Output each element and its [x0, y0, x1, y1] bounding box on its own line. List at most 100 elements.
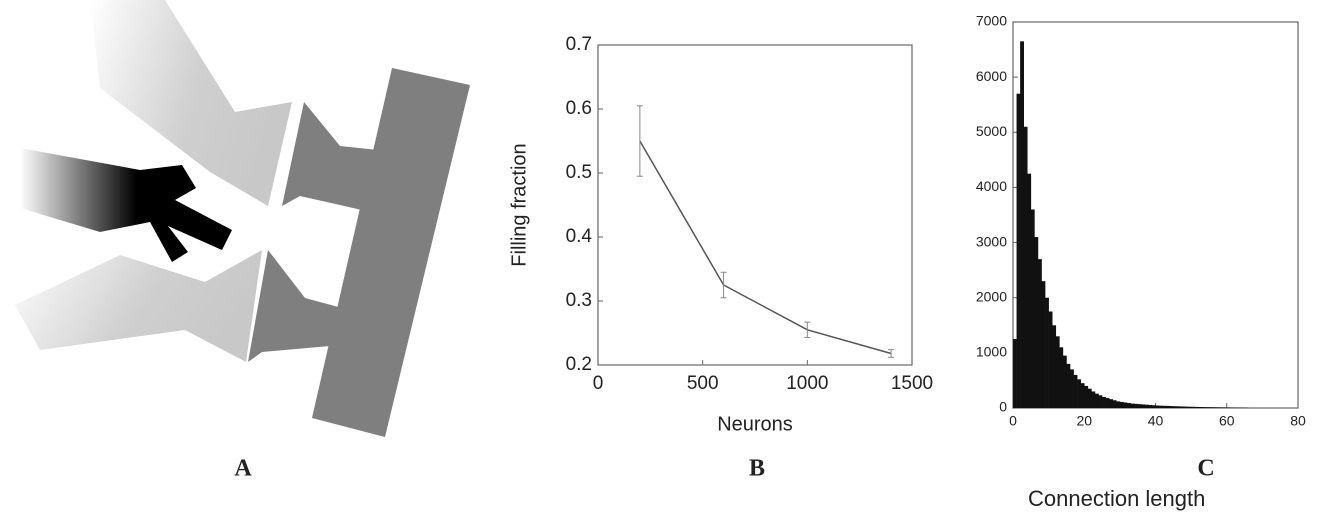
x-tick-label: 0 — [593, 373, 604, 394]
histogram-bar — [1116, 401, 1121, 408]
x-axis-label: Connection length — [1028, 486, 1205, 511]
x-axis-label: Neurons — [717, 413, 793, 435]
y-tick-label: 0.5 — [566, 162, 592, 183]
histogram-bar — [1084, 385, 1089, 408]
x-tick-label: 20 — [1076, 413, 1092, 429]
y-tick-label: 0.3 — [566, 290, 592, 311]
histogram-bar — [1141, 404, 1146, 408]
error-bar — [888, 349, 895, 358]
y-tick-label: 5000 — [976, 123, 1007, 139]
histogram-bar — [1094, 393, 1099, 408]
histogram-bar — [1212, 407, 1217, 408]
histogram-bar — [1020, 41, 1024, 409]
y-tick-label: 0.6 — [566, 98, 592, 119]
y-tick-label: 2000 — [976, 288, 1007, 304]
histogram-bar — [1048, 311, 1053, 408]
x-tick-label: 40 — [1148, 413, 1164, 429]
histogram-bar — [1155, 405, 1160, 408]
histogram-bar — [1173, 406, 1178, 408]
histogram-bar — [1080, 383, 1085, 408]
panel-label: A — [234, 456, 252, 482]
histogram-bar — [1030, 209, 1035, 408]
histogram-bar — [1219, 407, 1224, 408]
y-tick-label: 0.4 — [566, 226, 593, 247]
histogram-bar — [1137, 404, 1142, 408]
histogram-bar — [1070, 369, 1074, 408]
histogram-bar — [1119, 401, 1124, 408]
histogram-bar — [1187, 406, 1192, 408]
error-bar — [720, 271, 727, 299]
histogram-bar — [1112, 400, 1117, 408]
lower-spine — [248, 250, 342, 362]
x-tick-label: 500 — [687, 373, 719, 394]
error-bar — [804, 321, 811, 338]
histogram-bar — [1041, 281, 1046, 408]
upper-arm — [90, 0, 292, 206]
histogram-bar — [1159, 405, 1163, 408]
panel-label: B — [749, 456, 765, 482]
x-tick-label: 60 — [1219, 413, 1235, 429]
histogram-bar — [1091, 391, 1096, 408]
histogram-bar — [1176, 406, 1181, 408]
histogram-bar — [1198, 407, 1203, 408]
histogram-bar — [1073, 374, 1078, 408]
histogram-bar — [1087, 388, 1092, 408]
y-axis-label: Filling fraction — [508, 143, 530, 266]
histogram-bar — [1013, 339, 1017, 408]
histogram-bar — [1037, 259, 1042, 408]
histogram-bar — [1194, 406, 1199, 408]
histogram-bar — [1162, 405, 1167, 408]
histogram-bar — [1226, 407, 1231, 408]
histogram-bar — [1109, 399, 1114, 408]
plot-frame — [597, 44, 913, 366]
histogram-bar — [1062, 355, 1067, 408]
histogram-bar — [1016, 93, 1021, 408]
y-tick-label: 4000 — [976, 178, 1007, 194]
histogram-bar — [1205, 407, 1210, 408]
histogram-bar — [1201, 407, 1206, 408]
histogram-bar — [1055, 336, 1060, 408]
histogram-bar — [1130, 403, 1135, 408]
histogram-bar — [1045, 297, 1049, 408]
histogram-bar — [1127, 403, 1131, 408]
error-bar — [636, 105, 643, 177]
x-tick-label: 1500 — [891, 373, 933, 394]
y-tick-label: 6000 — [976, 68, 1007, 84]
y-tick-label: 3000 — [976, 233, 1007, 249]
histogram-bar — [1105, 398, 1110, 408]
dendrite-bar — [312, 68, 470, 437]
data-line — [639, 140, 892, 355]
x-tick-label: 0 — [1009, 413, 1017, 429]
histogram-bar — [1184, 406, 1188, 408]
y-tick-label: 0.2 — [566, 354, 592, 375]
histogram-bar — [1208, 407, 1213, 408]
upper-spine — [282, 102, 378, 210]
histogram-bar — [1151, 405, 1156, 408]
black-arm — [20, 148, 232, 262]
histogram-bar — [1223, 407, 1228, 408]
histogram-bar — [1166, 405, 1171, 408]
histogram-bar — [1077, 379, 1081, 408]
histogram-bar — [1191, 406, 1195, 408]
histogram-bar — [1148, 404, 1153, 408]
histogram-bar — [1034, 237, 1039, 408]
histogram-bar — [1169, 406, 1174, 408]
histogram-bar — [1098, 395, 1103, 408]
histogram-bar — [1123, 402, 1128, 408]
histogram-bar — [1180, 406, 1185, 408]
histogram-bar — [1023, 126, 1028, 409]
histogram-bar — [1027, 173, 1032, 408]
x-tick-label: 80 — [1290, 413, 1306, 429]
histogram-bar — [1052, 325, 1057, 408]
y-tick-label: 0 — [999, 399, 1007, 415]
y-tick-label: 0.7 — [566, 34, 592, 55]
x-tick-label: 1000 — [786, 373, 828, 394]
y-tick-label: 7000 — [976, 13, 1007, 29]
histogram-bar — [1216, 407, 1220, 408]
histogram-bar — [1134, 403, 1138, 408]
panel-label: C — [1197, 456, 1214, 482]
histogram-bar — [1059, 347, 1064, 408]
histogram-bar — [1144, 404, 1149, 408]
diagram-a — [15, 0, 470, 437]
